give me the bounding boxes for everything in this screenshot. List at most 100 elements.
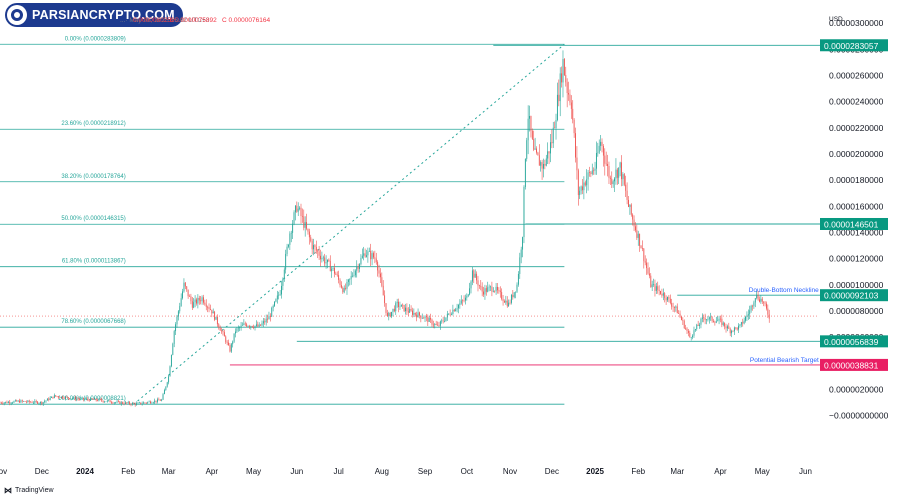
candle-body xyxy=(594,168,596,171)
candle-body xyxy=(608,166,610,178)
candle-body xyxy=(119,401,121,404)
candle-body xyxy=(282,278,284,286)
candle-body xyxy=(466,296,468,298)
candle-body xyxy=(760,298,762,302)
candle-body xyxy=(595,152,597,169)
candle-body xyxy=(151,402,153,404)
y-tick-label: 0.0000080000 xyxy=(829,306,884,316)
candle-body xyxy=(589,172,590,173)
candle-body xyxy=(492,291,494,292)
x-tick-label: Nov xyxy=(503,467,517,476)
candle-body xyxy=(431,319,433,325)
tradingview-footer[interactable]: ⋈ TradingView xyxy=(4,486,54,495)
annotation-label: Double-Bottom Neckline xyxy=(749,287,819,294)
candle-body xyxy=(729,328,731,334)
candle-body xyxy=(703,317,705,319)
candle-body xyxy=(261,323,263,326)
candle-body xyxy=(204,302,206,305)
currency-label: USD xyxy=(829,16,843,23)
candle-body xyxy=(219,327,221,331)
ohlc-open: 0.0000080259 xyxy=(133,17,175,24)
candle-body xyxy=(517,273,519,285)
candle-body xyxy=(35,401,37,402)
candle-body xyxy=(643,248,645,262)
candle-body xyxy=(92,399,94,400)
candle-body xyxy=(646,262,648,269)
candle-body xyxy=(568,93,570,95)
candle-body xyxy=(508,302,510,307)
candle-body xyxy=(325,262,327,264)
candle-body xyxy=(212,311,214,314)
y-tick-label: 0.0000120000 xyxy=(829,254,884,264)
candle-body xyxy=(19,400,20,403)
candle-body xyxy=(726,326,728,329)
candle-body xyxy=(736,327,738,330)
candle-body xyxy=(88,399,90,401)
candle-body xyxy=(391,311,393,317)
candle-body xyxy=(375,258,377,263)
candle-body xyxy=(289,233,291,245)
candle-body xyxy=(605,163,607,165)
candle-body xyxy=(331,268,333,272)
candle-body xyxy=(69,398,71,400)
candle-body xyxy=(129,402,131,404)
candle-body xyxy=(623,174,625,185)
candle-body xyxy=(154,400,156,403)
candle-body xyxy=(159,400,161,401)
candle-body xyxy=(463,300,465,302)
candle-body xyxy=(5,401,7,403)
candle-body xyxy=(490,286,491,288)
candle-body xyxy=(611,178,613,185)
candle-body xyxy=(689,332,691,338)
candle-body xyxy=(49,397,51,400)
candle-body xyxy=(400,304,402,307)
candle-body xyxy=(286,246,288,254)
x-tick-label: Dec xyxy=(35,467,49,476)
candle-body xyxy=(474,273,476,278)
candle-body xyxy=(70,398,72,400)
candle-body xyxy=(728,326,730,329)
brand-badge[interactable]: PARSIANCRYPTO.COM xyxy=(5,3,183,27)
candle-body xyxy=(419,312,420,316)
candle-body xyxy=(216,316,218,325)
candle-body xyxy=(72,398,73,400)
candle-body xyxy=(407,311,409,313)
candle-body xyxy=(547,151,549,159)
candle-body xyxy=(510,295,512,303)
candle-body xyxy=(756,294,758,299)
candle-body xyxy=(671,302,673,307)
candle-body xyxy=(3,402,5,404)
candle-body xyxy=(271,307,273,317)
fib-trend-line[interactable] xyxy=(133,43,565,405)
candle-body xyxy=(527,118,529,141)
candle-body xyxy=(452,309,454,315)
candle-body xyxy=(590,172,592,174)
fib-level-label: 38.20% (0.0000178764) xyxy=(61,174,125,180)
candle-body xyxy=(9,401,11,404)
candle-body xyxy=(352,275,354,277)
candle-body xyxy=(413,312,415,315)
candle-body xyxy=(448,313,450,315)
candle-body xyxy=(425,316,427,318)
candle-body xyxy=(576,157,578,171)
candle-body xyxy=(421,318,423,319)
candle-body xyxy=(753,302,755,307)
candle-body xyxy=(533,138,535,150)
candle-body xyxy=(73,397,75,399)
candle-body xyxy=(430,317,432,320)
brand-name: PARSIANCRYPTO.COM xyxy=(32,8,175,22)
candle-body xyxy=(28,400,30,402)
candle-body xyxy=(251,326,253,328)
candle-body xyxy=(541,162,543,169)
candle-body xyxy=(423,318,425,319)
candle-body xyxy=(80,398,82,400)
candle-body xyxy=(335,273,337,275)
candle-body xyxy=(694,329,696,331)
candle-body xyxy=(307,228,309,232)
candle-body xyxy=(598,145,600,153)
candle-body xyxy=(148,401,150,403)
candle-body xyxy=(370,250,372,260)
candle-body xyxy=(724,322,726,327)
candle-body xyxy=(347,279,349,282)
